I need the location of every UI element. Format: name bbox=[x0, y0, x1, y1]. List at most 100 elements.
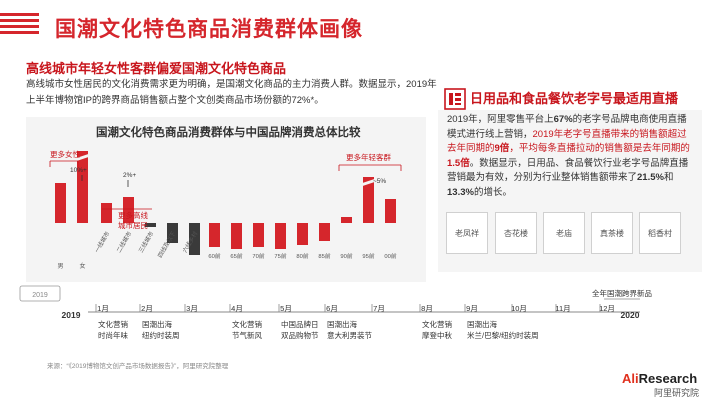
bar-2 bbox=[101, 203, 112, 223]
event-4-line-0: 国潮出海 bbox=[327, 319, 357, 329]
bar-chart: 男女一线城市 二线城市 三线城市 四线及以下 六线乡村60前 65前 70前 75前 80前 85… bbox=[49, 149, 402, 270]
right-highlight-2: ，平均每条直播拉动的销售额是去年同期的 bbox=[509, 143, 690, 154]
tick-label-5: 四线及以下 bbox=[156, 230, 178, 259]
tick-label-4: 三线城市 bbox=[137, 230, 156, 254]
month-label-11: 12月 bbox=[599, 304, 615, 313]
bar-3 bbox=[123, 197, 134, 223]
tick-label-14: 95前 bbox=[362, 252, 374, 260]
event-0-line-0: 文化营销 bbox=[98, 319, 128, 329]
chart-title: 国潮文化特色商品消费群体与中国品牌消费总体比较 bbox=[96, 127, 361, 139]
right-bold-21-5: 21.5% bbox=[637, 172, 664, 183]
right-highlight-1: 2019年老字号直播带来的销售额超过去年同期的 bbox=[447, 128, 687, 155]
tick-label-0: 男 bbox=[57, 263, 63, 270]
logo-xinghualou: 杏花楼 bbox=[495, 212, 537, 254]
year-end: 2020 bbox=[621, 310, 640, 320]
month-label-8: 9月 bbox=[466, 304, 478, 313]
right-bold-1-5x: 1.5倍 bbox=[447, 157, 470, 169]
bar-9 bbox=[253, 223, 264, 247]
annot-high-tier-2: 城市居民 bbox=[118, 220, 148, 230]
tick-label-1: 女 bbox=[79, 262, 85, 270]
axis-break-0 bbox=[74, 153, 91, 162]
month-label-3: 4月 bbox=[231, 304, 243, 313]
month-label-9: 10月 bbox=[511, 304, 527, 313]
tick-label-7: 60前 bbox=[208, 252, 220, 260]
month-label-0: 1月 bbox=[97, 304, 109, 313]
tick-label-11: 80前 bbox=[296, 252, 308, 260]
tick-label-8: 65前 bbox=[230, 252, 242, 260]
month-label-1: 2月 bbox=[141, 304, 153, 313]
tick-label-12: 85前 bbox=[318, 252, 330, 260]
bar-7 bbox=[209, 223, 220, 247]
bar-8 bbox=[231, 223, 242, 249]
month-label-2: 3月 bbox=[186, 304, 198, 313]
month-label-6: 7月 bbox=[373, 304, 385, 313]
right-text-2: 的老字号品牌电商使用直播模式进行线上营销， bbox=[447, 114, 687, 140]
stamp-icon bbox=[19, 285, 61, 302]
tick-label-10: 75前 bbox=[274, 252, 286, 260]
annot-more-young: 更多年轻客群 bbox=[346, 152, 391, 162]
event-5-line-1: 摩登中秋 bbox=[422, 330, 452, 340]
stamp-label: 2019 bbox=[32, 292, 48, 299]
event-4-line-1: 意大利男装节 bbox=[327, 330, 372, 340]
right-text-5: 。数据显示，日用品、食品餐饮行业老字号品牌直播营销最为有效，分别为行业整体销售额… bbox=[447, 157, 689, 184]
right-text-7: 的增长。 bbox=[473, 186, 512, 198]
building-icon bbox=[444, 88, 466, 110]
bar-13 bbox=[341, 217, 352, 223]
brand-logo: AliResearch bbox=[622, 371, 698, 386]
bracket-female bbox=[49, 160, 79, 167]
month-label-4: 5月 bbox=[280, 304, 292, 313]
event-2-line-1: 节气新风 bbox=[232, 330, 262, 340]
tick-label-2: 一线城市 bbox=[93, 230, 112, 254]
axis-break-1 bbox=[360, 178, 377, 187]
bar-0 bbox=[55, 183, 66, 223]
logo-zhenchalou: 真茶楼 bbox=[591, 212, 633, 254]
bar-10 bbox=[275, 223, 286, 249]
event-1-line-0: 国潮出海 bbox=[142, 319, 172, 329]
chart-panel bbox=[26, 117, 426, 282]
bar-4 bbox=[145, 223, 156, 227]
year-start: 2019 bbox=[62, 310, 81, 320]
right-body: 2019年，阿里零售平台上67%的老字号品牌电商使用直播模式进行线上营销，201… bbox=[447, 113, 695, 200]
brand-cn: 阿里研究院 bbox=[654, 388, 700, 398]
right-bold-9x: 9倍 bbox=[494, 143, 510, 154]
right-bold-13-3: 13.3% bbox=[447, 186, 474, 198]
section-headline: 高线城市年轻女性客群偏爱国潮文化特色商品 bbox=[26, 61, 287, 76]
bracket-young bbox=[338, 164, 402, 171]
annot-high-tier-1: 更多高线 bbox=[118, 210, 148, 220]
bar-1 bbox=[77, 151, 88, 223]
event-1-line-1: 纽约时装周 bbox=[142, 330, 180, 340]
month-label-10: 11月 bbox=[555, 304, 570, 313]
tick-label-9: 70前 bbox=[252, 252, 264, 260]
tick-label-3: 二线城市 bbox=[115, 230, 134, 254]
logo-laomiao: 老庙 bbox=[543, 212, 585, 254]
event-0-line-1: 时尚年味 bbox=[98, 330, 128, 340]
tick-label-15: 00前 bbox=[384, 252, 396, 260]
header-stripes bbox=[0, 13, 39, 34]
bar-12 bbox=[319, 223, 330, 241]
bar-11 bbox=[297, 223, 308, 245]
annot-pct-5: ~5% bbox=[373, 178, 386, 185]
right-text-1: 2019年，阿里零售平台上 bbox=[447, 114, 554, 125]
page-title: 国潮文化特色商品消费群体画像 bbox=[55, 18, 363, 41]
right-bold-67: 67% bbox=[553, 114, 573, 125]
right-text-6: 和 bbox=[663, 172, 674, 183]
event-6-line-1: 米兰/巴黎/纽约时装周 bbox=[467, 330, 539, 340]
event-3-line-1: 双品购物节 bbox=[281, 330, 319, 340]
annot-pct-10: 10%+ bbox=[70, 167, 87, 174]
source-note: 来源：“《2019博物馆文创产品市场数据报告》”，阿里研究院整理 bbox=[47, 363, 229, 370]
bar-14 bbox=[363, 177, 374, 223]
annot-more-female: 更多女性 bbox=[50, 149, 80, 159]
logo-daoxiangcun: 稻香村 bbox=[639, 212, 681, 254]
logo-laofengxiang: 老凤祥 bbox=[446, 212, 488, 254]
event-timeline: 2019 2019 2020 1月 2月 3月 4月 5月 6月 7月 8月 9月 10月 11月 12月 全… bbox=[19, 285, 652, 340]
month-label-7: 8月 bbox=[421, 304, 433, 313]
event-2-line-0: 文化营销 bbox=[232, 319, 262, 329]
bar-15 bbox=[385, 199, 396, 223]
bar-6 bbox=[189, 223, 200, 255]
section-body: 高线城市女性居民的文化消费需求更为明确，是国潮文化商品的主力消费人群。数据显示，… bbox=[26, 79, 437, 106]
tick-label-13: 90前 bbox=[340, 252, 352, 260]
event-3-line-0: 中国品牌日 bbox=[281, 319, 319, 329]
event-5-line-0: 文化营销 bbox=[422, 319, 452, 329]
event-6-line-0: 国潮出海 bbox=[467, 319, 497, 329]
month-label-5: 6月 bbox=[326, 304, 338, 313]
